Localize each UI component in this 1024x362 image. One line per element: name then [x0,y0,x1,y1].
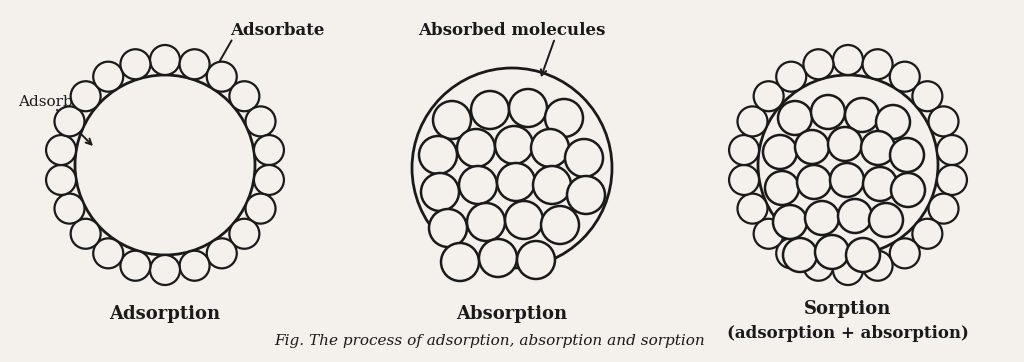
Circle shape [833,255,863,285]
Circle shape [937,165,967,195]
Circle shape [830,163,864,197]
Circle shape [179,251,210,281]
Circle shape [433,101,471,139]
Circle shape [838,199,872,233]
Circle shape [862,251,893,281]
Circle shape [246,194,275,224]
Circle shape [565,139,603,177]
Circle shape [545,99,583,137]
Circle shape [471,91,509,129]
Circle shape [429,209,467,247]
Circle shape [505,201,543,239]
Circle shape [765,171,799,205]
Circle shape [121,49,151,79]
Circle shape [495,126,534,164]
Circle shape [229,219,259,249]
Text: Adsorbent: Adsorbent [18,95,97,109]
Circle shape [890,138,924,172]
Circle shape [929,194,958,224]
Circle shape [737,194,768,224]
Circle shape [179,49,210,79]
Circle shape [773,205,807,239]
Circle shape [517,241,555,279]
Circle shape [833,45,863,75]
Circle shape [912,81,942,111]
Circle shape [479,239,517,277]
Text: Adsorption: Adsorption [110,305,220,323]
Circle shape [862,49,893,79]
Circle shape [541,206,579,244]
Circle shape [804,49,834,79]
Circle shape [876,105,910,139]
Circle shape [534,166,571,204]
Circle shape [863,167,897,201]
Circle shape [912,219,942,249]
Circle shape [754,81,783,111]
Circle shape [419,136,457,174]
Circle shape [567,176,605,214]
Circle shape [783,238,817,272]
Circle shape [71,81,100,111]
Circle shape [75,75,255,255]
Circle shape [459,166,497,204]
Circle shape [509,89,547,127]
Circle shape [54,106,85,136]
Circle shape [778,101,812,135]
Circle shape [729,165,759,195]
Circle shape [457,129,495,167]
Circle shape [828,127,862,161]
Text: Absorption: Absorption [457,305,567,323]
Text: Adsorbate: Adsorbate [230,22,325,39]
Circle shape [797,165,831,199]
Circle shape [811,95,845,129]
Circle shape [758,75,938,255]
Circle shape [531,129,569,167]
Circle shape [150,255,180,285]
Circle shape [71,219,100,249]
Circle shape [207,238,237,268]
Circle shape [754,219,783,249]
Circle shape [121,251,151,281]
Circle shape [93,238,123,268]
Circle shape [207,62,237,92]
Circle shape [467,203,505,241]
Circle shape [891,173,925,207]
Circle shape [861,131,895,165]
Circle shape [804,251,834,281]
Circle shape [776,238,806,268]
Circle shape [93,62,123,92]
Circle shape [254,165,284,195]
Circle shape [254,135,284,165]
Circle shape [150,45,180,75]
Circle shape [846,238,880,272]
Text: (adsorption + absorption): (adsorption + absorption) [727,325,969,342]
Circle shape [805,201,839,235]
Text: Absorbed molecules: Absorbed molecules [419,22,605,39]
Circle shape [54,194,85,224]
Circle shape [815,235,849,269]
Circle shape [890,62,920,92]
Circle shape [229,81,259,111]
Circle shape [246,106,275,136]
Text: Fig. The process of adsorption, absorption and sorption: Fig. The process of adsorption, absorpti… [274,334,706,348]
Circle shape [729,135,759,165]
Circle shape [46,135,76,165]
Text: Sorption: Sorption [804,300,892,318]
Circle shape [737,106,768,136]
Circle shape [869,203,903,237]
Circle shape [441,243,479,281]
Circle shape [937,135,967,165]
Circle shape [46,165,76,195]
Circle shape [776,62,806,92]
Circle shape [890,238,920,268]
Circle shape [421,173,459,211]
Circle shape [845,98,879,132]
Circle shape [929,106,958,136]
Circle shape [497,163,535,201]
Circle shape [412,68,612,268]
Circle shape [795,130,829,164]
Circle shape [763,135,797,169]
